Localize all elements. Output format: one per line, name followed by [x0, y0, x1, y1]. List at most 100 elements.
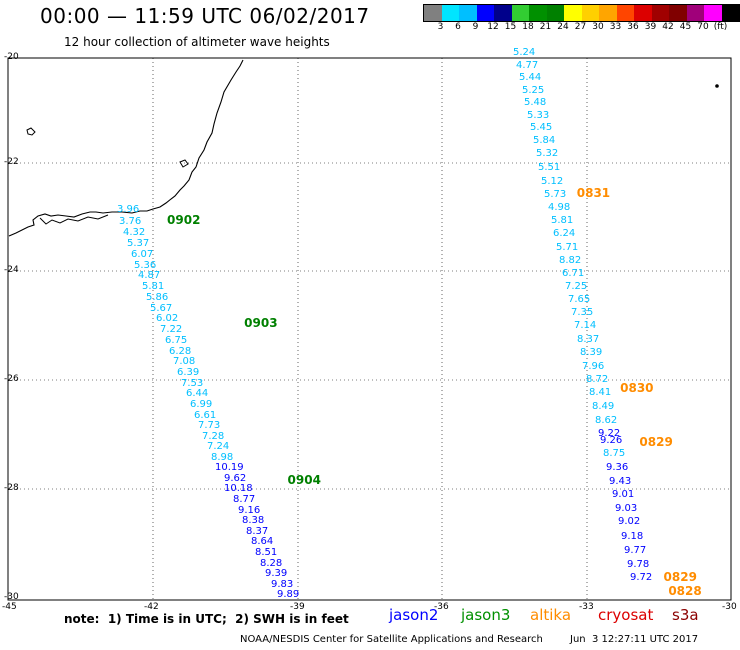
wave-height-value: 5.33: [527, 110, 550, 121]
wave-height-value: 9.22: [598, 428, 621, 439]
wave-height-value: 8.62: [595, 415, 618, 426]
wave-height-value: 7.65: [568, 294, 591, 305]
wave-height-value: 9.16: [238, 505, 261, 516]
lat-label-20: -20: [4, 52, 19, 62]
wave-height-value: 7.73: [198, 420, 221, 431]
wave-height-value: 9.39: [265, 568, 288, 579]
legend-swatch: [529, 5, 547, 21]
legend-label: 6: [455, 22, 461, 32]
lat-label-24: -24: [4, 265, 19, 275]
pass-time-label: 0902: [167, 212, 201, 227]
legend-swatch: [441, 5, 459, 21]
plot-frame: [7, 57, 732, 601]
wave-height-value: 7.53: [181, 378, 204, 389]
grid-lines: [8, 58, 731, 600]
wave-height-value: 5.37: [127, 238, 150, 249]
wave-height-value: 8.51: [255, 547, 278, 558]
legend-swatch: [669, 5, 687, 21]
wave-height-value: 8.75: [603, 448, 626, 459]
lat-label-22: -22: [4, 157, 19, 167]
wave-height-value: 8.49: [592, 401, 615, 412]
wave-height-value: 9.62: [224, 473, 247, 484]
pass-time-label: 0831: [576, 185, 611, 200]
wave-height-value: 8.38: [242, 515, 265, 526]
wave-height-value: 4.77: [516, 60, 539, 71]
lat-label-30: -30: [4, 592, 19, 602]
wave-height-value: 9.77: [624, 545, 647, 556]
wave-height-color-legend: [423, 4, 740, 22]
wave-height-value: 5.67: [150, 303, 173, 314]
lon-label-30: -30: [722, 602, 737, 612]
footnote: note: 1) Time is in UTC; 2) SWH is in fe…: [64, 612, 349, 626]
wave-height-value: 5.81: [142, 281, 165, 292]
legend-swatch: [616, 5, 634, 21]
wave-height-value: 5.86: [146, 292, 169, 303]
wave-height-value: 8.98: [211, 452, 234, 463]
legend-swatch: [704, 5, 722, 21]
legend-label: 36: [627, 22, 639, 32]
wave-height-value: 7.96: [582, 361, 605, 372]
legend-label: 3: [437, 22, 444, 32]
wave-height-value: 10.18: [224, 483, 253, 494]
wave-height-value: 5.84: [533, 135, 556, 146]
wave-height-value: 5.51: [538, 162, 561, 173]
legend-label: 45: [679, 22, 692, 32]
legend-label: 18: [522, 22, 534, 32]
wave-height-value: 9.26: [600, 435, 623, 446]
legend-swatch: [564, 5, 582, 21]
wave-height-value: 4.87: [138, 270, 161, 281]
legend-label: 9: [472, 22, 479, 32]
lon-label-36: -36: [434, 602, 449, 612]
legend-label: 21: [539, 22, 552, 32]
wave-height-value: 8.82: [559, 255, 582, 266]
pass-time-label: 0830: [620, 380, 654, 395]
wave-height-value: 9.03: [615, 503, 638, 514]
wave-height-value: 6.61: [194, 410, 217, 421]
legend-label: 39: [644, 22, 657, 32]
wave-height-value: 10.19: [215, 462, 244, 473]
wave-height-value: 7.25: [565, 281, 588, 292]
legend-label: 12: [487, 22, 499, 32]
legend-swatch: [511, 5, 529, 21]
offshore-island-dot: [715, 84, 719, 88]
legend-label: 27: [574, 22, 587, 32]
legend-label: 42: [662, 22, 674, 32]
coastline-island-1: [26, 127, 36, 136]
legend-label: 15: [504, 22, 517, 32]
legend-label: (ft): [713, 22, 728, 32]
wave-height-value: 4.98: [548, 202, 571, 213]
legend-label: 30: [592, 22, 604, 32]
legend-swatch: [634, 5, 652, 21]
footer-organization: NOAA/NESDIS Center for Satellite Applica…: [240, 634, 543, 645]
wave-height-value: 6.75: [165, 335, 188, 346]
wave-height-value: 6.71: [562, 268, 585, 279]
wave-height-value: 8.37: [577, 334, 600, 345]
lon-label-33: -33: [579, 602, 594, 612]
lon-label-45: -45: [2, 602, 17, 612]
legend-swatch: [599, 5, 617, 21]
legend-swatch: [686, 5, 704, 21]
wave-height-value: 5.45: [530, 122, 553, 133]
wave-height-value: 8.28: [260, 558, 283, 569]
wave-height-value: 8.37: [246, 526, 269, 537]
pass-time-label: 0829: [639, 434, 673, 449]
wave-height-value: 3.76: [119, 216, 142, 227]
coastline: [8, 59, 244, 237]
wave-height-value: 7.24: [207, 441, 230, 452]
wave-height-value: 6.07: [131, 249, 154, 260]
wave-height-value: 5.73: [544, 189, 567, 200]
coastline-island-2: [179, 159, 189, 168]
wave-height-value: 9.83: [271, 579, 294, 590]
legend-swatch: [651, 5, 669, 21]
satellite-name: cryosat: [598, 606, 654, 624]
wave-height-value: 9.02: [618, 516, 641, 527]
wave-height-value: 6.39: [177, 367, 200, 378]
wave-height-value: 9.72: [630, 572, 653, 583]
wave-height-value: 5.81: [551, 215, 574, 226]
legend-swatch: [581, 5, 599, 21]
wave-height-value: 7.35: [571, 307, 594, 318]
legend-swatch: [459, 5, 477, 21]
wave-height-value: 3.96: [117, 204, 140, 215]
legend-swatch: [424, 5, 442, 21]
wave-height-value: 6.24: [553, 228, 576, 239]
